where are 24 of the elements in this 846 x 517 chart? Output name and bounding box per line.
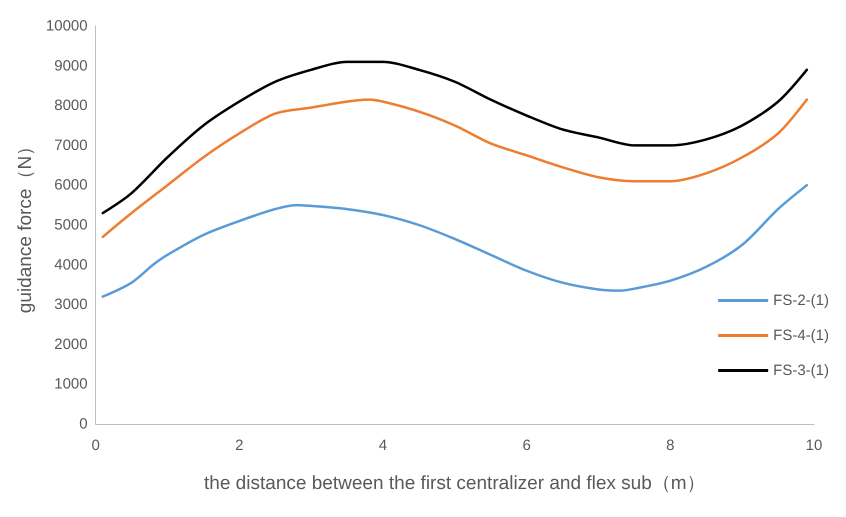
x-tick-label: 8 xyxy=(666,437,674,454)
x-axis-title: the distance between the first centralizer and flex sub（m） xyxy=(204,473,706,494)
y-tick-label: 6000 xyxy=(54,176,88,194)
y-tick-label: 5000 xyxy=(54,216,88,234)
line-series xyxy=(102,98,808,238)
x-tick-label: 2 xyxy=(235,437,244,454)
y-tick-label: 4000 xyxy=(54,256,88,274)
y-tick-label: 8000 xyxy=(54,97,88,114)
y-tick-label: 2000 xyxy=(54,336,88,353)
legend-label: FS-2-(1) xyxy=(773,292,830,309)
x-tick-label: 4 xyxy=(378,437,388,454)
y-tick-label: 9000 xyxy=(54,57,88,74)
x-tick-label: 6 xyxy=(522,437,531,454)
x-tick-label: 10 xyxy=(806,437,822,454)
y-tick-label: 7000 xyxy=(54,136,88,154)
y-tick-label: 1000 xyxy=(54,376,88,393)
y-tick-label: 3000 xyxy=(54,296,88,314)
legend-label: FS-4-(1) xyxy=(773,327,830,344)
x-tick-label: 0 xyxy=(91,437,100,454)
y-axis-title: guidance force（N） xyxy=(15,136,36,314)
y-tick-label: 0 xyxy=(79,416,88,432)
line-series xyxy=(102,60,808,214)
legend-label: FS-3-(1) xyxy=(773,362,830,379)
y-tick-label: 10000 xyxy=(46,18,88,34)
